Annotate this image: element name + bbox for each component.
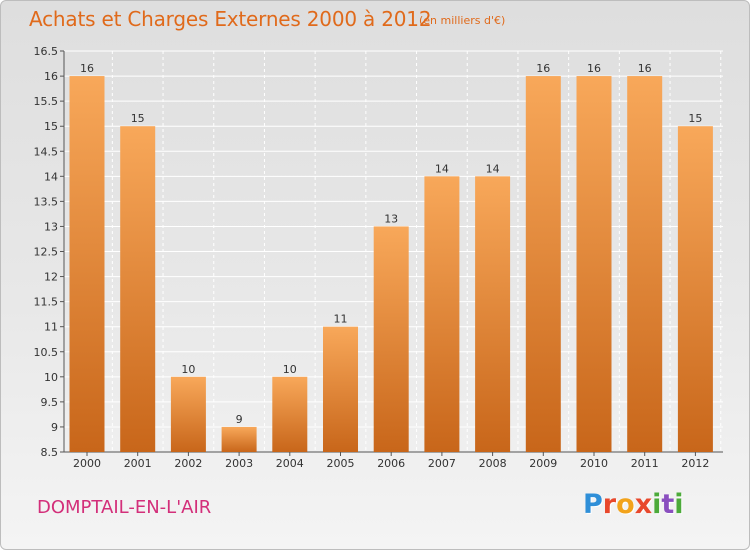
data-label: 16 <box>638 62 652 75</box>
bar <box>170 376 206 452</box>
y-tick-label: 14.5 <box>34 145 59 158</box>
x-tick-label: 2002 <box>174 457 202 470</box>
y-tick-label: 11 <box>44 321 58 334</box>
bars <box>69 76 713 452</box>
x-tick-label: 2000 <box>73 457 101 470</box>
y-tick-label: 11.5 <box>34 296 59 309</box>
bar <box>627 76 663 452</box>
x-tick-label: 2007 <box>428 457 456 470</box>
data-label: 9 <box>236 413 243 426</box>
x-tick-label: 2005 <box>327 457 355 470</box>
x-tick-label: 2001 <box>124 457 152 470</box>
data-label: 14 <box>435 162 449 175</box>
x-tick-label: 2006 <box>377 457 405 470</box>
bar <box>120 126 156 452</box>
y-tick-label: 16 <box>44 70 58 83</box>
data-label: 16 <box>587 62 601 75</box>
x-tick-label: 2008 <box>479 457 507 470</box>
x-tick-label: 2010 <box>580 457 608 470</box>
data-label: 11 <box>334 313 348 326</box>
place-name: DOMPTAIL-EN-L'AIR <box>37 497 212 518</box>
logo-letter: x <box>634 489 653 520</box>
data-label: 16 <box>80 62 94 75</box>
chart-title: Achats et Charges Externes 2000 à 2012 <box>29 7 432 31</box>
data-label: 15 <box>688 112 702 125</box>
bar <box>576 76 612 452</box>
y-tick-label: 9.5 <box>41 396 59 409</box>
bar <box>475 176 511 452</box>
bar <box>525 76 561 452</box>
bar <box>272 376 308 452</box>
x-tick-label: 2012 <box>681 457 709 470</box>
proxiti-logo[interactable]: Proxiti <box>583 489 684 520</box>
logo-letter: i <box>652 489 662 520</box>
logo-letter: o <box>616 489 635 520</box>
data-label: 14 <box>486 162 500 175</box>
chart-unit: (en milliers d'€) <box>419 14 506 27</box>
y-tick-label: 10.5 <box>34 346 59 359</box>
data-label: 13 <box>384 212 398 225</box>
y-tick-label: 14 <box>44 170 58 183</box>
x-tick-label: 2009 <box>529 457 557 470</box>
bar <box>424 176 460 452</box>
y-tick-label: 13.5 <box>34 195 59 208</box>
bar <box>373 226 409 452</box>
data-label: 10 <box>283 363 297 376</box>
y-tick-label: 10 <box>44 371 58 384</box>
y-tick-label: 15 <box>44 120 58 133</box>
y-tick-label: 9 <box>51 421 58 434</box>
logo-letter: r <box>602 489 617 520</box>
data-label: 10 <box>181 363 195 376</box>
x-tick-label: 2003 <box>225 457 253 470</box>
bar <box>221 426 257 452</box>
x-tick-label: 2011 <box>631 457 659 470</box>
bar <box>69 76 105 452</box>
y-tick-label: 16.5 <box>34 45 59 58</box>
logo-letter: t <box>661 489 675 520</box>
y-tick-label: 12.5 <box>34 246 59 259</box>
x-tick-label: 2004 <box>276 457 304 470</box>
bar <box>323 326 358 452</box>
y-tick-label: 12 <box>44 271 58 284</box>
data-label: 15 <box>131 112 145 125</box>
logo-letter: i <box>674 489 684 520</box>
y-tick-label: 13 <box>44 220 58 233</box>
labels: 8.5 9 9.5 10 10.5 11 11.5 12 12.5 13 13.5 14 14.5 15 1… <box>34 45 710 470</box>
logo-letter: P <box>583 489 603 520</box>
data-label: 16 <box>536 62 550 75</box>
bar <box>677 126 713 452</box>
y-tick-label: 15.5 <box>34 95 59 108</box>
y-tick-label: 8.5 <box>41 446 59 459</box>
